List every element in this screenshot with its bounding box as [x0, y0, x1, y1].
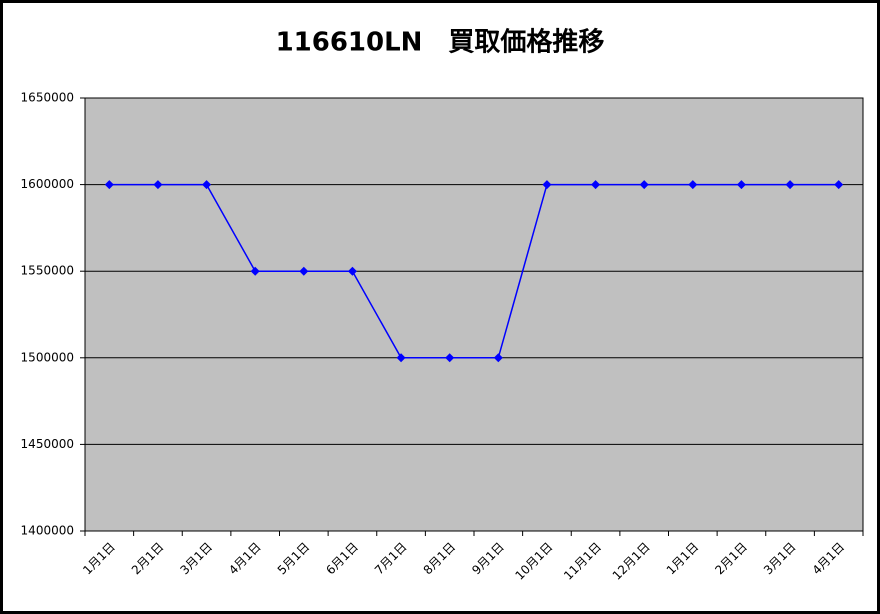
marker: [396, 353, 406, 363]
y-tick-label: 1550000: [21, 264, 74, 278]
marker: [785, 180, 795, 190]
y-tick-label: 1400000: [21, 524, 74, 538]
y-tick-label: 1600000: [21, 177, 74, 191]
marker: [104, 180, 114, 190]
chart-title: 116610LN 買取価格推移: [276, 27, 605, 58]
marker: [688, 180, 698, 190]
marker: [202, 180, 212, 190]
marker: [299, 266, 309, 276]
marker: [591, 180, 601, 190]
marker: [153, 180, 163, 190]
marker: [542, 180, 552, 190]
y-tick-label: 1500000: [21, 350, 74, 364]
y-tick-label: 1450000: [21, 437, 74, 451]
marker: [493, 353, 503, 363]
y-tick-label: 1650000: [21, 91, 74, 105]
line: [109, 183, 839, 359]
marker: [639, 180, 649, 190]
marker: [736, 180, 746, 190]
marker: [250, 266, 260, 276]
plot-area: [84, 97, 864, 532]
marker: [347, 266, 357, 276]
marker: [834, 180, 844, 190]
marker: [445, 353, 455, 363]
